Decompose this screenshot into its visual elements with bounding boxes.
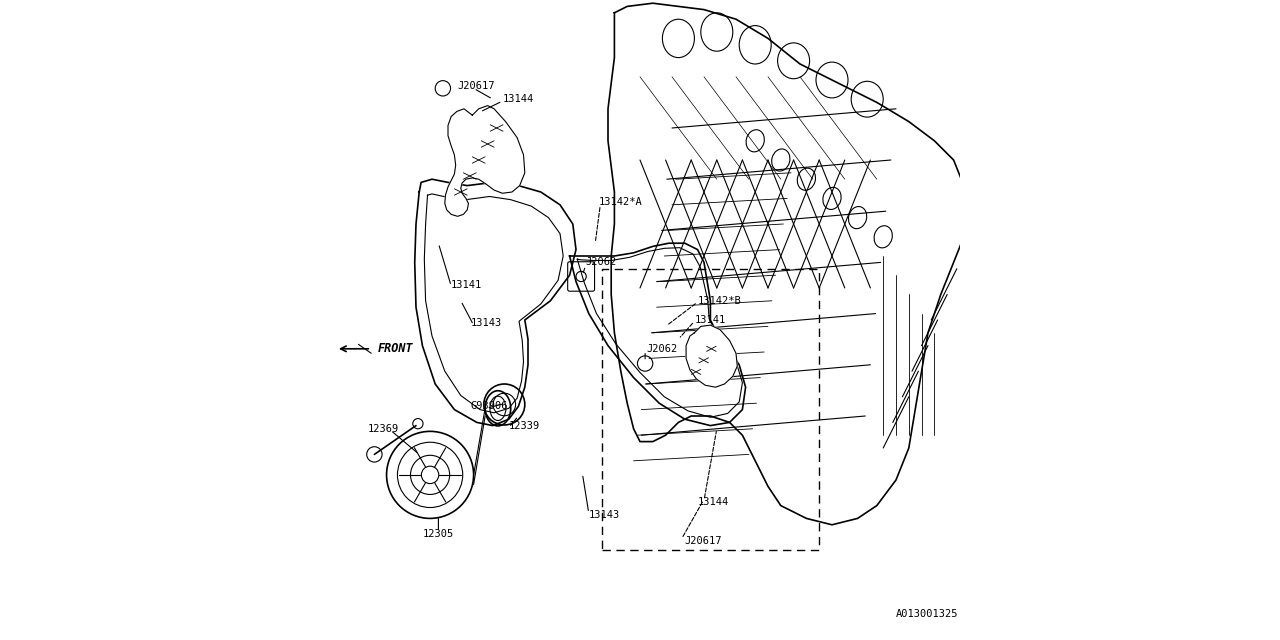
Text: 13144: 13144 [502, 94, 534, 104]
Text: J2062: J2062 [585, 257, 617, 268]
Text: 12339: 12339 [508, 420, 540, 431]
Text: 13142*A: 13142*A [599, 196, 643, 207]
Text: 12305: 12305 [422, 529, 453, 540]
Text: A013001325: A013001325 [896, 609, 959, 620]
Text: 12369: 12369 [369, 424, 399, 434]
Text: J20617: J20617 [458, 81, 495, 92]
Circle shape [366, 447, 381, 462]
Bar [602, 269, 819, 550]
Text: G93906: G93906 [471, 401, 508, 412]
Text: J20617: J20617 [685, 536, 722, 546]
Text: FRONT: FRONT [378, 342, 413, 355]
Text: 13142*B: 13142*B [698, 296, 741, 306]
Text: 13143: 13143 [589, 510, 620, 520]
Text: 13144: 13144 [698, 497, 728, 508]
Text: 13143: 13143 [471, 318, 502, 328]
Polygon shape [445, 106, 525, 216]
Text: 13141: 13141 [452, 280, 483, 290]
Polygon shape [686, 325, 737, 387]
Text: J2062: J2062 [646, 344, 677, 354]
Text: 13141: 13141 [694, 315, 726, 325]
